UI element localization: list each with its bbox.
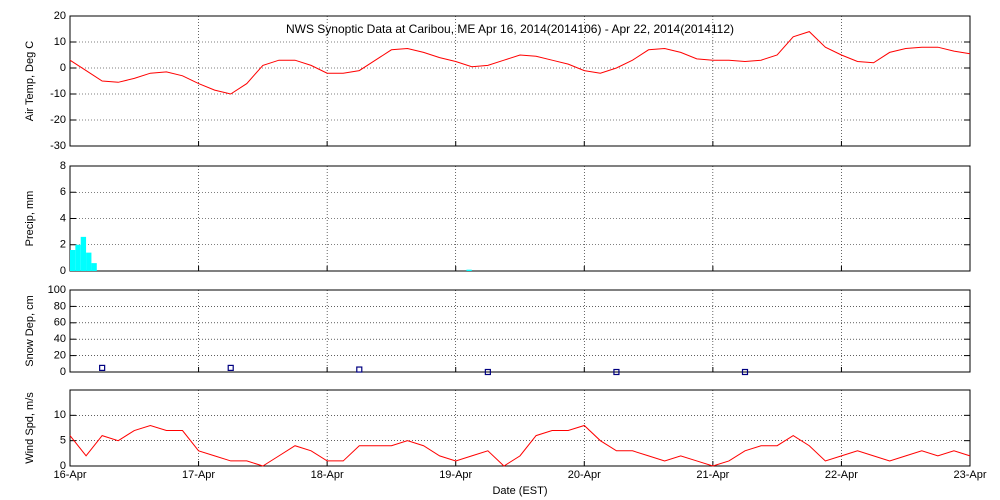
plot-frame xyxy=(69,15,971,147)
y-tick-label: 0 xyxy=(60,62,66,74)
y-tick-label: 8 xyxy=(60,160,66,172)
y-tick-label: 5 xyxy=(60,435,66,447)
bar xyxy=(80,236,87,271)
y-tick-label: 60 xyxy=(54,317,66,329)
marker xyxy=(99,364,106,371)
y-tick-label: 80 xyxy=(54,300,66,312)
plot-frame xyxy=(69,389,971,467)
y-tick-label: 40 xyxy=(54,333,66,345)
data-line xyxy=(69,31,971,95)
data-line xyxy=(69,424,971,467)
y-axis-label: Wind Spd, m/s xyxy=(24,392,36,464)
x-tick-label: 17-Apr xyxy=(182,469,215,481)
y-axis-label: Air Temp, Deg C xyxy=(24,41,36,122)
y-tick-label: 10 xyxy=(54,36,66,48)
y-tick-label: 20 xyxy=(54,350,66,362)
marker xyxy=(356,366,363,373)
y-tick-label: 2 xyxy=(60,239,66,251)
x-tick-label: 19-Apr xyxy=(439,469,472,481)
x-tick-label: 16-Apr xyxy=(53,469,86,481)
x-tick-label: 22-Apr xyxy=(825,469,858,481)
y-tick-label: -20 xyxy=(50,114,66,126)
y-tick-label: 20 xyxy=(54,10,66,22)
y-axis-label: Snow Dep, cm xyxy=(24,295,36,367)
y-tick-label: -10 xyxy=(50,88,66,100)
y-tick-label: 0 xyxy=(60,366,66,378)
y-tick-label: 4 xyxy=(60,212,66,224)
plot-frame xyxy=(69,289,971,373)
bar xyxy=(91,263,97,271)
marker xyxy=(484,368,491,376)
y-tick-label: 100 xyxy=(48,284,66,296)
plot-frame xyxy=(69,165,971,272)
y-tick-label: 10 xyxy=(54,409,66,421)
marker xyxy=(227,364,234,371)
y-tick-label: 0 xyxy=(60,460,66,472)
bar xyxy=(75,244,81,271)
y-axis-label: Precip, mm xyxy=(24,191,36,247)
y-tick-label: 0 xyxy=(60,265,66,277)
chart-title: NWS Synoptic Data at Caribou, ME Apr 16,… xyxy=(286,22,734,36)
y-tick-label: -30 xyxy=(50,140,66,152)
marker xyxy=(741,368,749,376)
x-tick-label: 23-Apr xyxy=(953,469,986,481)
y-tick-label: 6 xyxy=(60,186,66,198)
x-tick-label: 20-Apr xyxy=(568,469,601,481)
bar xyxy=(466,269,472,271)
bar xyxy=(86,252,92,271)
marker xyxy=(613,368,620,376)
bar xyxy=(70,250,76,271)
x-tick-label: 18-Apr xyxy=(311,469,344,481)
x-tick-label: 21-Apr xyxy=(696,469,729,481)
x-axis-label: Date (EST) xyxy=(492,485,547,497)
